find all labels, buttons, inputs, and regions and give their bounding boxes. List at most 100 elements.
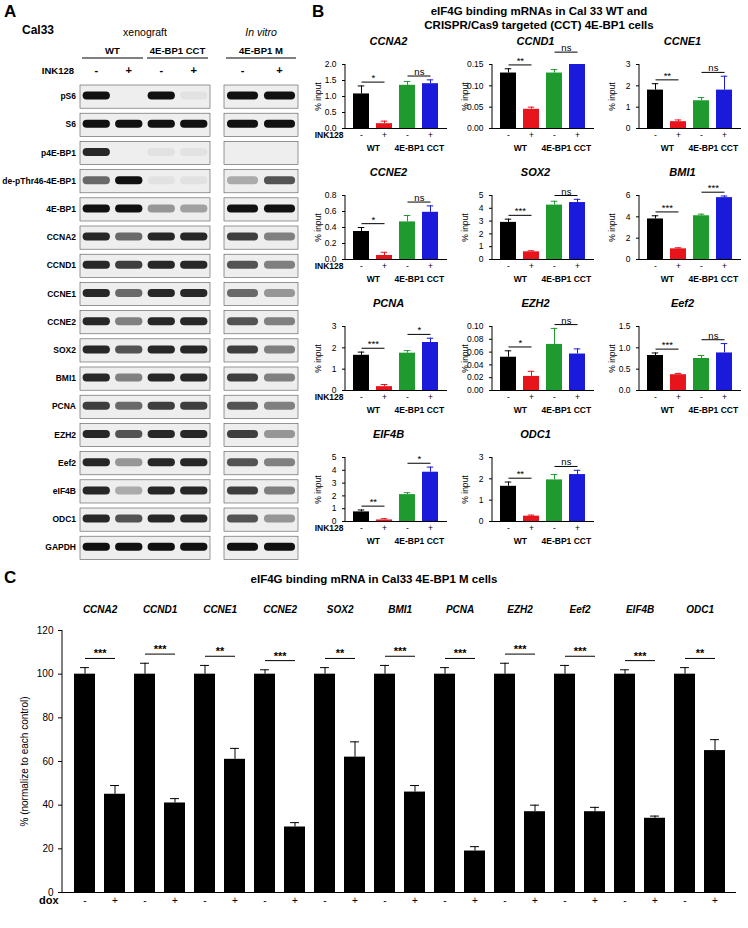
svg-text:WT: WT [367, 274, 381, 284]
svg-text:5: 5 [332, 452, 337, 462]
svg-text:SOX2: SOX2 [327, 604, 354, 615]
svg-text:**: ** [216, 645, 225, 657]
svg-text:-: - [683, 895, 686, 906]
svg-text:3: 3 [479, 452, 484, 462]
svg-text:***: *** [634, 650, 648, 662]
svg-text:***: *** [515, 205, 526, 216]
svg-text:0: 0 [626, 254, 631, 264]
svg-text:-: - [553, 130, 556, 140]
svg-text:de-pThr46-4E-BP1: de-pThr46-4E-BP1 [2, 176, 76, 186]
svg-text:***: *** [154, 643, 168, 655]
svg-text:INK128: INK128 [315, 523, 344, 533]
svg-text:20: 20 [42, 843, 54, 854]
svg-text:40: 40 [42, 799, 54, 810]
svg-text:+: + [529, 130, 534, 140]
svg-text:3: 3 [626, 59, 631, 69]
svg-text:0.0: 0.0 [619, 385, 631, 395]
svg-text:0.6: 0.6 [325, 206, 337, 216]
svg-text:2.0: 2.0 [325, 59, 337, 69]
svg-text:% input: % input [460, 344, 470, 373]
svg-text:ns: ns [414, 66, 424, 77]
svg-text:+: + [232, 895, 238, 906]
svg-text:4E-BP1 CCT: 4E-BP1 CCT [395, 536, 445, 546]
svg-text:-: - [323, 895, 326, 906]
svg-text:eIF4B: eIF4B [53, 486, 76, 496]
svg-text:1.0: 1.0 [325, 91, 337, 101]
svg-text:**: ** [370, 496, 378, 507]
svg-text:CCND1: CCND1 [143, 604, 178, 615]
svg-text:-: - [94, 64, 98, 76]
svg-text:+: + [352, 895, 358, 906]
svg-text:1: 1 [479, 495, 484, 505]
svg-text:**: ** [336, 647, 345, 659]
svg-text:WT: WT [367, 143, 381, 153]
svg-text:WT: WT [514, 143, 528, 153]
svg-text:SOX2: SOX2 [53, 345, 76, 355]
svg-text:4: 4 [626, 212, 631, 222]
svg-text:***: *** [708, 182, 719, 193]
svg-text:*: * [519, 337, 523, 348]
svg-text:INK128: INK128 [315, 392, 344, 402]
svg-text:+: + [529, 261, 534, 271]
svg-text:4: 4 [332, 465, 337, 475]
svg-text:4E-BP1: 4E-BP1 [46, 204, 76, 214]
svg-text:0: 0 [479, 516, 484, 526]
svg-text:1: 1 [479, 241, 484, 251]
svg-text:100: 100 [37, 668, 54, 679]
svg-text:PCNA: PCNA [52, 401, 76, 411]
svg-text:+: + [191, 64, 197, 76]
svg-text:CCNE1: CCNE1 [47, 289, 76, 299]
svg-text:1: 1 [332, 364, 337, 374]
svg-text:+: + [412, 895, 418, 906]
svg-text:+: + [112, 895, 118, 906]
svg-text:+: + [722, 130, 727, 140]
svg-text:+: + [575, 261, 580, 271]
svg-text:0.08: 0.08 [467, 334, 484, 344]
svg-text:4E-BP1 CCT: 4E-BP1 CCT [542, 274, 592, 284]
svg-text:ns: ns [414, 192, 424, 203]
svg-text:WT: WT [661, 274, 675, 284]
svg-text:*: * [418, 453, 422, 464]
svg-text:-: - [406, 392, 409, 402]
svg-text:4E-BP1 CCT: 4E-BP1 CCT [542, 143, 592, 153]
svg-text:80: 80 [42, 712, 54, 723]
svg-text:ODC1: ODC1 [686, 604, 714, 615]
svg-text:p4E-BP1: p4E-BP1 [41, 148, 76, 158]
svg-text:4: 4 [479, 203, 484, 213]
svg-text:% (normalize to each control): % (normalize to each control) [19, 696, 30, 826]
svg-text:-: - [360, 523, 363, 533]
svg-text:-: - [654, 392, 657, 402]
svg-text:2: 2 [332, 491, 337, 501]
svg-text:3: 3 [479, 216, 484, 226]
svg-text:-: - [241, 64, 245, 76]
svg-text:WT: WT [514, 274, 528, 284]
svg-text:dox: dox [39, 894, 59, 906]
svg-text:+: + [428, 392, 433, 402]
svg-text:CCNA2: CCNA2 [83, 604, 118, 615]
svg-text:*: * [418, 324, 422, 335]
svg-text:-: - [700, 392, 703, 402]
svg-text:***: *** [394, 645, 408, 657]
svg-text:-: - [263, 895, 266, 906]
svg-text:+: + [592, 895, 598, 906]
svg-text:pS6: pS6 [60, 91, 76, 101]
svg-text:CCNE1: CCNE1 [203, 604, 237, 615]
svg-text:0: 0 [479, 254, 484, 264]
svg-text:WT: WT [661, 143, 675, 153]
svg-text:A: A [4, 2, 16, 21]
svg-text:ns: ns [708, 330, 718, 341]
svg-text:WT: WT [661, 405, 675, 415]
svg-text:0.02: 0.02 [467, 372, 484, 382]
svg-text:+: + [428, 523, 433, 533]
svg-text:5: 5 [479, 190, 484, 200]
svg-text:-: - [700, 261, 703, 271]
svg-text:+: + [712, 895, 718, 906]
svg-text:0.2: 0.2 [325, 238, 337, 248]
svg-text:4E-BP1 CCT: 4E-BP1 CCT [395, 405, 445, 415]
svg-text:CCNE2: CCNE2 [47, 317, 76, 327]
svg-text:*: * [372, 214, 376, 225]
svg-text:3: 3 [332, 478, 337, 488]
svg-text:2: 2 [479, 229, 484, 239]
svg-text:PCNA: PCNA [446, 604, 474, 615]
svg-text:+: + [532, 895, 538, 906]
